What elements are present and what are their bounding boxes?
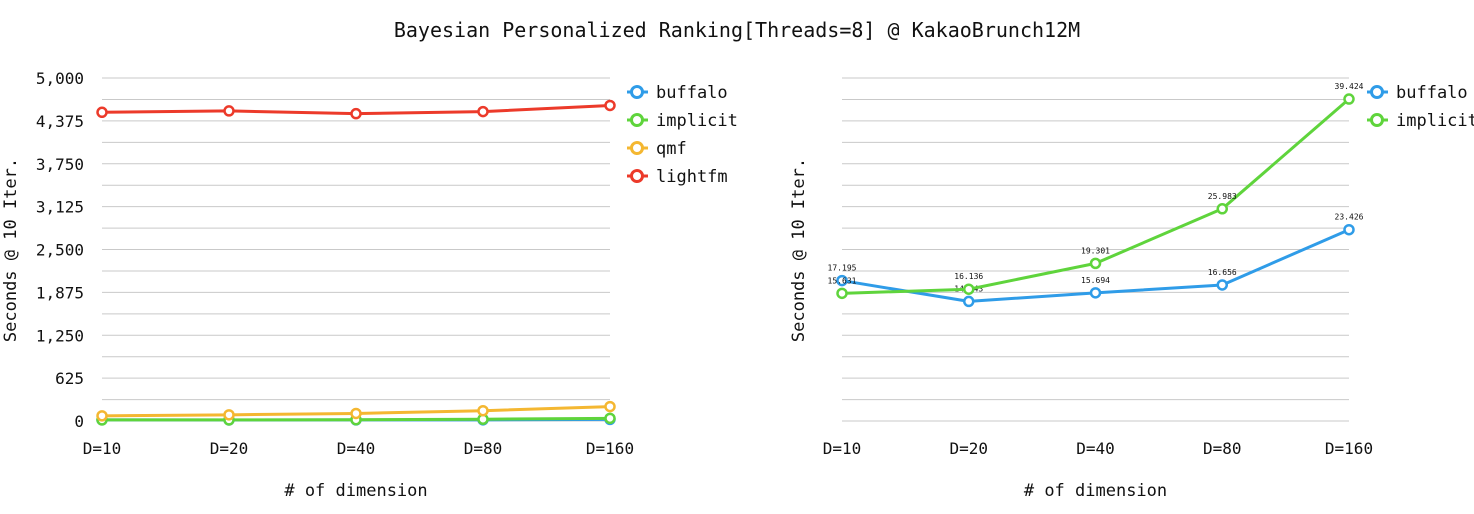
chart-title: Bayesian Personalized Ranking[Threads=8]… (393, 18, 1081, 42)
legend-marker (1370, 113, 1384, 127)
y-tick-label: 3,125 (36, 198, 84, 217)
point-implicit (836, 287, 848, 300)
point-implicit (604, 412, 616, 425)
legend-item-lightfm: lightfm (627, 167, 728, 187)
point-lightfm (96, 106, 108, 119)
y-tick-label: 2,500 (36, 241, 84, 260)
point-implicit (963, 283, 975, 295)
x-tick-label: D=80 (1203, 439, 1242, 458)
y-tick-label: 4,375 (36, 112, 84, 131)
data-label-buffalo: 15.694 (1081, 276, 1110, 285)
legend-item-buffalo: buffalo (1367, 83, 1468, 103)
point-implicit (1089, 257, 1102, 270)
legend-item-implicit: implicit (627, 111, 738, 131)
data-label-implicit: 16.136 (954, 272, 983, 281)
data-label-implicit: 15.631 (828, 276, 857, 285)
legend-marker (630, 85, 644, 99)
x-tick-label: D=20 (949, 439, 988, 458)
x-tick-label: D=160 (1325, 439, 1373, 458)
point-qmf (96, 410, 108, 422)
y-axis-label: Seconds @ 10 Iter. (789, 158, 809, 342)
point-buffalo (963, 295, 975, 308)
legend-label: implicit (1396, 111, 1474, 131)
x-tick-label: D=80 (464, 439, 503, 458)
y-tick-label: 3,750 (36, 155, 84, 174)
legend-marker (1370, 85, 1384, 99)
point-lightfm (350, 107, 362, 120)
point-qmf (477, 404, 489, 417)
point-lightfm (223, 105, 235, 117)
data-label-implicit: 39.424 (1335, 82, 1364, 91)
point-buffalo (1089, 287, 1102, 299)
legend-label: qmf (656, 139, 687, 159)
y-axis-label: Seconds @ 10 Iter. (1, 158, 21, 342)
y-tick-label: 5,000 (36, 69, 84, 88)
x-tick-label: D=10 (83, 439, 122, 458)
y-tick-label: 625 (55, 369, 84, 388)
point-lightfm (477, 105, 489, 118)
point-buffalo (836, 274, 848, 287)
point-buffalo (1343, 223, 1355, 236)
point-qmf (350, 407, 362, 420)
chart-2: D=10 D=20 D=40 D=80 D=160 # of dimension Secon… (789, 77, 1474, 501)
legend-label: buffalo (656, 83, 728, 103)
x-tick-label: D=40 (1076, 439, 1115, 458)
legend-item-buffalo: buffalo (627, 83, 728, 103)
point-implicit (1343, 93, 1355, 105)
legend-label: buffalo (1396, 83, 1468, 103)
x-tick-label: D=160 (586, 439, 634, 458)
legend-marker (630, 169, 644, 183)
x-axis-label: # of dimension (1024, 481, 1167, 501)
y-tick-label: 0 (74, 412, 84, 431)
legend-item-implicit: implicit (1367, 111, 1474, 131)
x-tick-label: D=40 (337, 439, 376, 458)
legend-item-qmf: qmf (627, 139, 687, 159)
x-tick-label: D=20 (210, 439, 249, 458)
legend-label: implicit (656, 111, 738, 131)
point-lightfm (604, 99, 616, 112)
point-qmf (604, 400, 616, 413)
chart-1: 0 625 1,250 1,875 2,500 3,125 3,750 4,375 5,000 D… (1, 69, 738, 501)
y-tick-label: 1,250 (36, 326, 84, 345)
data-label-buffalo: 23.426 (1335, 213, 1364, 222)
y-tick-label: 1,875 (36, 283, 84, 302)
legend-marker (630, 141, 644, 155)
legend-marker (630, 113, 644, 127)
data-label-buffalo: 17.195 (828, 264, 857, 273)
data-label-implicit: 19.301 (1081, 246, 1110, 255)
point-qmf (223, 409, 235, 421)
data-label-buffalo: 16.656 (1208, 268, 1237, 277)
data-label-implicit: 25.983 (1208, 192, 1237, 201)
point-buffalo (1216, 279, 1228, 291)
x-tick-label: D=10 (823, 439, 862, 458)
legend-label: lightfm (656, 167, 728, 187)
x-axis-label: # of dimension (284, 481, 427, 501)
point-implicit (1216, 203, 1228, 215)
